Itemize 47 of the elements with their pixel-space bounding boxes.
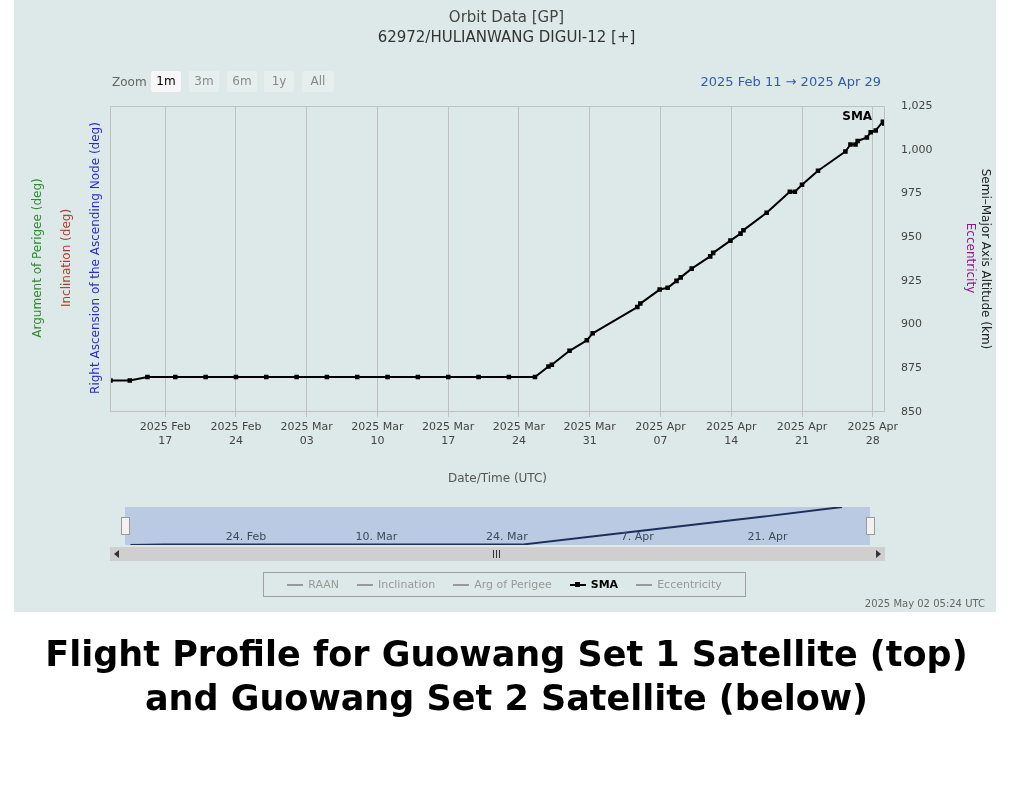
x-tick-label: 2025 Apr 28 <box>847 420 899 447</box>
x-tick-label: 2025 Mar 10 <box>351 420 405 447</box>
legend-label: Arg of Perigee <box>474 578 552 591</box>
y-tick-label: 950 <box>901 230 922 243</box>
text: Eccentricity <box>964 222 978 294</box>
text: Zoom <box>112 75 147 89</box>
text: Flight Profile for Guowang Set 1 Satellite (top) and Guowang Set 2 Satellite (below) <box>44 633 969 720</box>
text: Inclination (deg) <box>59 208 73 308</box>
x-tick-label: 2025 Apr 07 <box>635 420 687 447</box>
y-tick-label: 975 <box>901 186 922 200</box>
y-tick-label: 1,000 <box>901 142 933 156</box>
text: 2025 Feb 11 → 2025 Apr 29 <box>700 74 881 89</box>
text: Right Ascension of the Ascending Node (deg) <box>88 122 102 394</box>
legend-label: RAAN <box>308 578 340 591</box>
chart-title: Orbit Data [GP] <box>447 8 566 26</box>
text: 3m <box>189 71 219 92</box>
x-tick-label: 2025 Apr 14 <box>706 420 757 447</box>
text: 1y <box>264 71 294 92</box>
legend-label: Inclination <box>378 578 436 591</box>
y-tick-label: 900 <box>901 317 922 331</box>
y-tick-label: 850 <box>901 404 922 418</box>
x-tick-label: 2025 Feb 24 <box>210 420 262 447</box>
x-tick-label: 2025 Feb 17 <box>139 420 191 447</box>
x-tick-label: 24. Feb <box>225 530 267 544</box>
text: SMA <box>842 108 873 123</box>
chart-subtitle: 62972/HULIANWANG DIGUI-12 [+] <box>376 28 637 46</box>
text: Argument of Perigee (deg) <box>30 178 44 338</box>
text: All <box>302 71 334 92</box>
x-tick-label: 7. Apr <box>620 530 655 544</box>
x-tick-label: 24. Mar <box>485 530 529 544</box>
x-axis-title: Date/Time (UTC) <box>447 470 548 485</box>
x-tick-label: 2025 Apr 21 <box>776 420 828 447</box>
legend-label: SMA <box>590 578 619 591</box>
x-tick-label: 2025 Mar 17 <box>422 420 475 447</box>
x-tick-label: 2025 Mar 03 <box>280 420 334 447</box>
text: 1m <box>151 71 181 92</box>
y-tick-label: 875 <box>901 361 922 375</box>
x-tick-label: 10. Mar <box>355 530 398 544</box>
y-axis-title: Semi–Major Axis Altitude (km) <box>978 168 993 350</box>
x-tick-label: 21. Apr <box>747 530 789 544</box>
y-tick-label: 1,025 <box>901 98 933 112</box>
legend-label: Eccentricity <box>657 578 722 591</box>
text: 2025 May 02 05:24 UTC <box>864 598 985 609</box>
x-tick-label: 2025 Mar 31 <box>563 420 617 447</box>
y-tick-label: 925 <box>901 273 922 287</box>
text: 6m <box>227 71 257 92</box>
x-tick-label: 2025 Mar 24 <box>492 420 546 447</box>
